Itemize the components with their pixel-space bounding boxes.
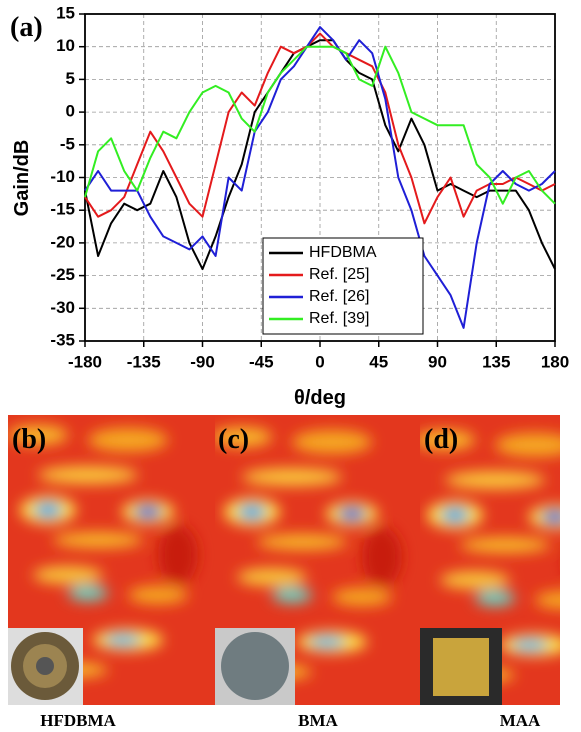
y-axis-label: Gain/dB [11,140,33,217]
line-series [84,26,556,329]
y-tick-label: 0 [66,102,75,121]
photo-c [215,628,295,705]
legend-label: Ref. [26] [309,288,369,305]
y-tick-label: -30 [50,298,75,317]
panel-label: (a) [10,12,43,43]
x-axis-label: θ/deg [294,387,346,409]
y-tick-label: -5 [60,134,75,153]
y-tick-label: -15 [50,200,75,219]
caption: HFDBMA [40,711,116,730]
line-series [84,45,556,205]
x-tick-label: 180 [541,352,569,371]
x-tick-label: 90 [428,352,447,371]
y-tick-label: -35 [50,330,75,349]
legend-label: Ref. [25] [309,266,369,283]
y-tick-label: -25 [50,265,75,284]
caption: MAA [500,711,541,730]
y-tick-label: 5 [66,69,75,88]
legend-label: HFDBMA [309,244,377,261]
panel-label: (d) [424,424,458,455]
line-series [84,39,556,271]
x-tick-label: -135 [127,352,161,371]
plot-frame [84,13,556,342]
x-tick-label: -45 [249,352,274,371]
legend-label: Ref. [39] [309,310,369,327]
caption: BMA [298,711,338,730]
x-tick-label: -180 [68,352,102,371]
x-tick-label: -90 [190,352,215,371]
x-tick-label: 135 [482,352,510,371]
y-tick-label: -20 [50,232,75,251]
panel-label: (b) [12,424,46,455]
y-tick-label: 10 [56,36,75,55]
photo-d [420,628,502,705]
photo-b [8,628,83,705]
panel-label: (c) [218,424,249,455]
line-series [84,32,556,225]
y-tick-label: 15 [56,3,75,22]
x-tick-label: 0 [315,352,324,371]
y-tick-label: -10 [50,167,75,186]
x-tick-label: 45 [369,352,388,371]
